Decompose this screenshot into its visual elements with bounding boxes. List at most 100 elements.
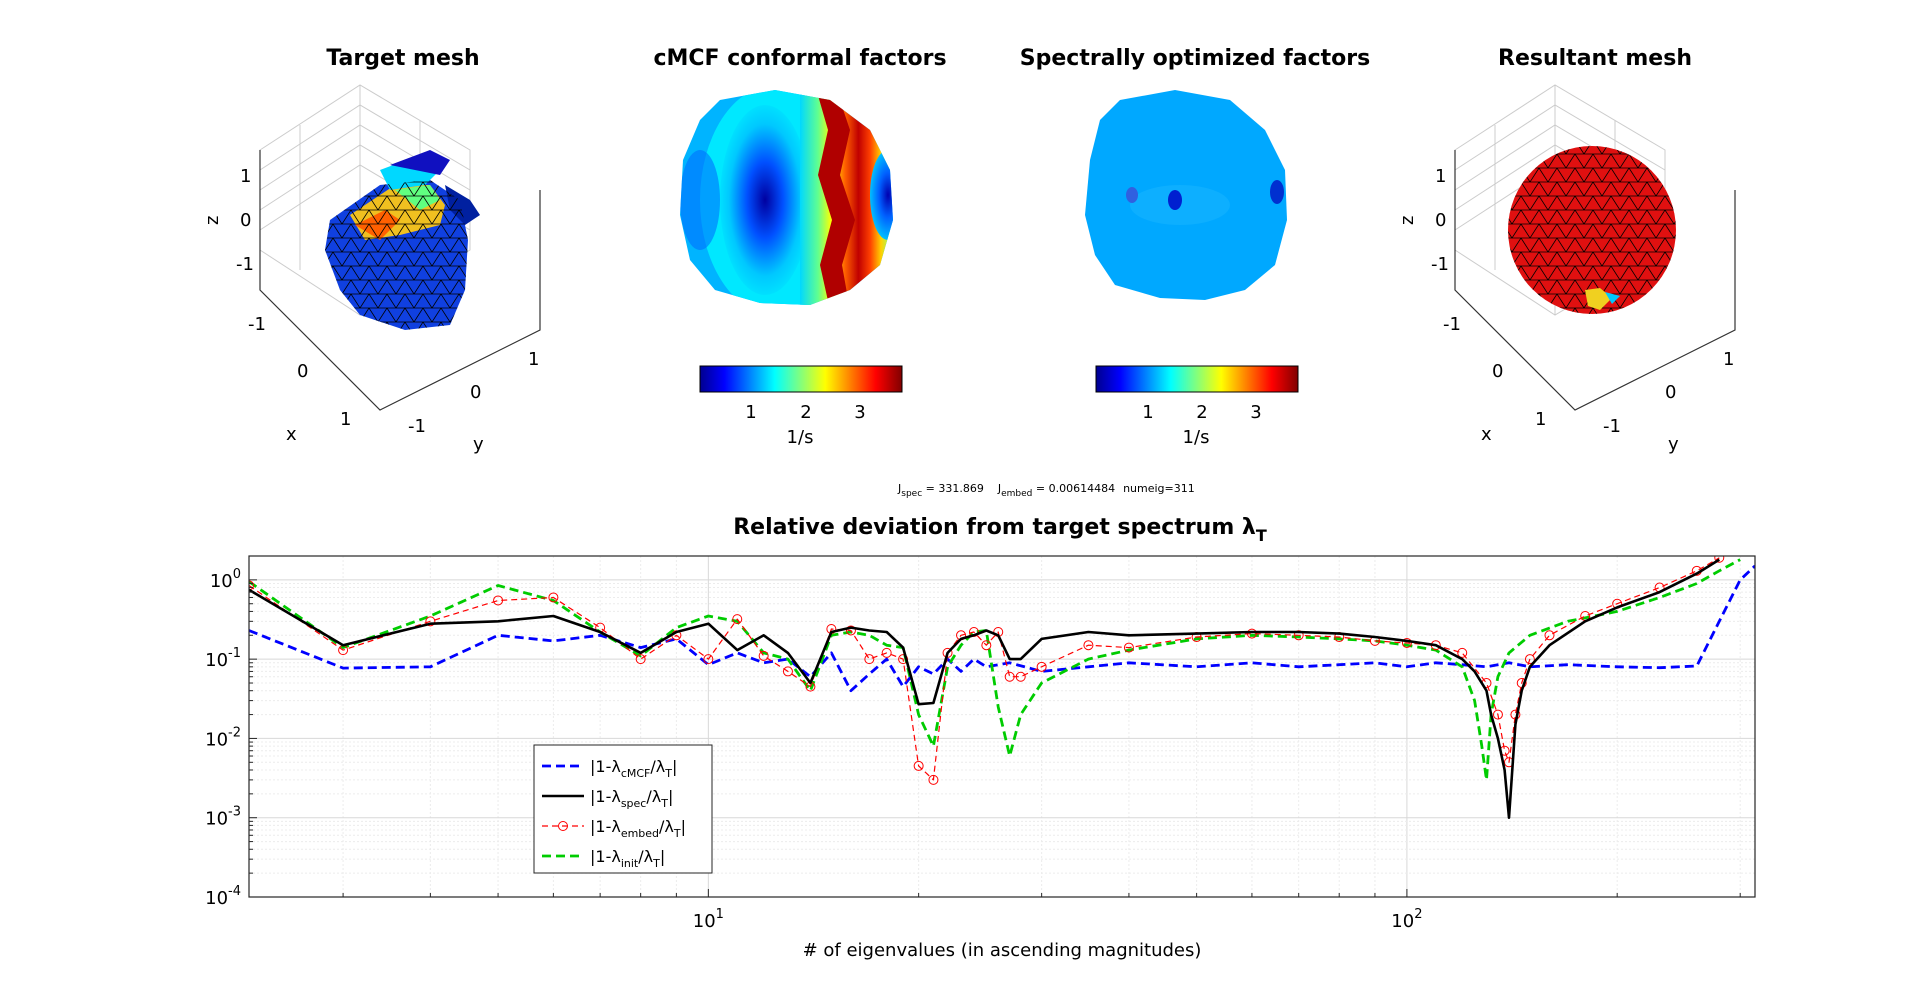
legend-label: |1-λembed/λT| (590, 817, 686, 840)
legend-label-part: T (660, 797, 668, 810)
series-line (249, 558, 1720, 820)
cmcf-colorbar (699, 365, 903, 393)
cmcf-colorbar-ticks: 1 2 3 1/s (745, 402, 865, 448)
legend-label-part: T (652, 857, 660, 870)
cmcf-factors-title: cMCF conformal factors (653, 46, 946, 71)
legend-marker (558, 821, 568, 831)
cmcf-factor-map (680, 90, 893, 305)
y-tick-exponent: -4 (228, 884, 241, 899)
series-point (928, 774, 939, 785)
colorbar-tick: 3 (854, 402, 865, 423)
y-tick: 0 (1665, 382, 1676, 403)
series-point (782, 666, 793, 677)
y-tick-exponent: -3 (228, 805, 241, 820)
spectral-colorbar (1095, 365, 1299, 393)
series-point (1544, 630, 1555, 641)
series-point (249, 580, 254, 591)
y-tick-base: 10 (205, 809, 228, 830)
legend-label: |1-λspec/λT| (590, 787, 673, 810)
y-tick: -1 (1603, 416, 1621, 437)
legend-label-part: init (621, 857, 639, 870)
y-tick-exponent: -1 (228, 646, 241, 661)
result-mesh-tick-labels: z 1 0 -1 -1 0 1 x 1 0 -1 y (1397, 166, 1734, 455)
legend-label-part: | (681, 817, 686, 836)
series-point (1401, 637, 1412, 648)
y-tick-exponent: -2 (228, 725, 241, 740)
z-tick: -1 (236, 254, 254, 275)
legend-label: |1-λinit/λT| (590, 847, 665, 870)
legend-label-part: | (672, 757, 677, 776)
series-point (1083, 640, 1094, 651)
z-tick: 0 (1435, 210, 1446, 231)
x-axis-title: # of eigenvalues (in ascending magnitude… (803, 940, 1202, 961)
spectral-colorbar-ticks: 1 2 3 1/s (1142, 402, 1261, 448)
legend-label-part: spec (621, 797, 647, 810)
series-line (249, 564, 1755, 693)
chart-title-main: Relative deviation from target spectrum … (733, 515, 1256, 540)
series-point (493, 595, 504, 606)
chart-title: Relative deviation from target spectrum … (733, 515, 1267, 545)
x-tick-exponent: 1 (716, 907, 724, 922)
z-tick: 1 (1435, 166, 1446, 187)
y-tick: 0 (470, 382, 481, 403)
legend-label-part: cMCF (621, 767, 651, 780)
j-embed-subscript: embed (1001, 489, 1032, 499)
y-tick-base: 10 (205, 729, 228, 750)
stats-line: Jspec = 331.869 Jembed = 0.00614484 numeig… (897, 482, 1195, 499)
series-line (249, 558, 1741, 782)
j-spec-symbol: J (897, 482, 901, 495)
target-mesh-title: Target mesh (326, 46, 479, 71)
legend-label-part: |1-λ (590, 847, 621, 866)
legend-label-part: |1-λ (590, 817, 621, 836)
x-tick-base: 10 (693, 911, 716, 932)
colorbar-tick: 2 (1196, 402, 1207, 423)
series-line (249, 557, 1720, 781)
y-tick: -1 (408, 416, 426, 437)
series-point (1015, 671, 1026, 682)
series-point (913, 760, 924, 771)
series-point (845, 625, 856, 636)
y-tick-label: 10-2 (205, 725, 241, 750)
numeig-value: numeig=311 (1123, 482, 1195, 495)
x-tick-label: 101 (693, 907, 724, 932)
y-tick-label: 10-1 (205, 646, 241, 671)
series-point (635, 654, 646, 665)
x-axis-label: x (1481, 424, 1492, 445)
x-tick-label: 102 (1391, 907, 1422, 932)
plot-series (249, 556, 1755, 820)
x-tick-base: 10 (1391, 911, 1414, 932)
spectral-factors-title: Spectrally optimized factors (1020, 46, 1370, 71)
x-tick: 1 (340, 409, 351, 430)
z-tick: 1 (240, 166, 251, 187)
series-point (981, 640, 992, 651)
target-mesh-frame (259, 150, 541, 411)
legend-label-part: /λ (638, 847, 653, 866)
colorbar-tick: 3 (1250, 402, 1261, 423)
j-embed-symbol: J (997, 482, 1001, 495)
series-point (1123, 642, 1134, 653)
series-point (548, 592, 559, 603)
legend-label-part: T (664, 767, 672, 780)
chart-title-subscript: T (1256, 526, 1267, 545)
legend-label-part: | (660, 847, 665, 866)
z-axis-label: z (202, 216, 223, 225)
series-point (1457, 647, 1468, 658)
resultant-mesh-title: Resultant mesh (1498, 46, 1692, 71)
z-axis-label: z (1397, 216, 1418, 225)
target-mesh-tick-labels: z 1 0 -1 -1 0 1 x 1 0 -1 y (202, 166, 539, 455)
y-tick: 1 (1723, 349, 1734, 370)
x-axis-label: x (286, 424, 297, 445)
x-tick-exponent: 2 (1414, 907, 1422, 922)
y-axis-label: y (473, 434, 484, 455)
y-tick-base: 10 (205, 888, 228, 909)
y-tick-label: 100 (210, 567, 241, 592)
series-point (1524, 654, 1535, 665)
result-mesh-frame (1454, 150, 1736, 411)
plot-ticks (249, 555, 1741, 898)
j-embed-value: = 0.00614484 (1032, 482, 1115, 495)
legend-items: |1-λcMCF/λT||1-λspec/λT||1-λembed/λT||1-… (542, 757, 686, 870)
series-point (864, 654, 875, 665)
y-axis-label: y (1668, 434, 1679, 455)
x-tick: 1 (1535, 409, 1546, 430)
